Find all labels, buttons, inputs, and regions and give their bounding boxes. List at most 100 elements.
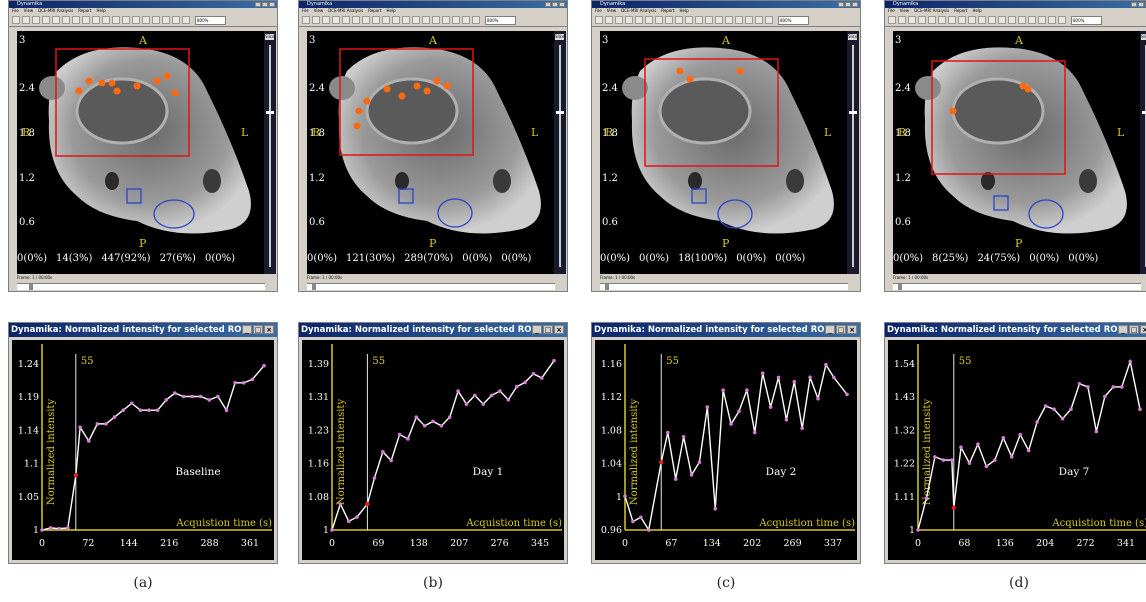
mri-image-view[interactable]: 3 2.4 1.8 1.2 0.6 A P R L 0(0%) 14(3%) 447(92%) 27(6… xyxy=(17,31,265,274)
toolbar-tool-icon[interactable] xyxy=(132,16,140,24)
toolbar-tool-icon[interactable] xyxy=(302,16,310,24)
toolbar-tool-icon[interactable] xyxy=(928,16,936,24)
menu-item[interactable]: DCE-MRI Analysis xyxy=(38,8,74,13)
toolbar-tool-icon[interactable] xyxy=(635,16,643,24)
viewer-titlebar[interactable]: Dynamika xyxy=(592,1,860,8)
toolbar-tool-icon[interactable] xyxy=(172,16,180,24)
menu-item[interactable]: Report xyxy=(368,8,382,13)
menu-item[interactable]: Help xyxy=(96,8,106,13)
slice-thumb[interactable] xyxy=(849,111,857,114)
toolbar-tool-icon[interactable] xyxy=(1008,16,1016,24)
zoom-select[interactable]: 800% xyxy=(485,15,516,25)
minimize-button[interactable]: _ xyxy=(242,325,252,334)
toolbar-tool-icon[interactable] xyxy=(432,16,440,24)
toolbar-tool-icon[interactable] xyxy=(122,16,130,24)
minimize-button[interactable] xyxy=(838,2,844,7)
toolbar-tool-icon[interactable] xyxy=(182,16,190,24)
toolbar-tool-icon[interactable] xyxy=(72,16,80,24)
toolbar-tool-icon[interactable] xyxy=(42,16,50,24)
toolbar-tool-icon[interactable] xyxy=(978,16,986,24)
minimize-button[interactable]: _ xyxy=(532,325,542,334)
toolbar-tool-icon[interactable] xyxy=(162,16,170,24)
maximize-button[interactable] xyxy=(1138,2,1144,7)
menu-item[interactable]: View xyxy=(313,8,324,13)
toolbar-tool-icon[interactable] xyxy=(918,16,926,24)
menu-item[interactable]: View xyxy=(23,8,34,13)
toolbar-tool-icon[interactable] xyxy=(675,16,683,24)
toolbar-tool-icon[interactable] xyxy=(685,16,693,24)
toolbar-tool-icon[interactable] xyxy=(462,16,470,24)
toolbar-tool-icon[interactable] xyxy=(22,16,30,24)
toolbar-tool-icon[interactable] xyxy=(595,16,603,24)
toolbar-tool-icon[interactable] xyxy=(142,16,150,24)
toolbar-tool-icon[interactable] xyxy=(362,16,370,24)
toolbar-tool-icon[interactable] xyxy=(112,16,120,24)
toolbar-tool-icon[interactable] xyxy=(52,16,60,24)
menu-item[interactable]: View xyxy=(899,8,910,13)
menu-item[interactable]: Help xyxy=(386,8,396,13)
plot-titlebar[interactable]: Dynamika: Normalized intensity for selec… xyxy=(592,323,860,337)
minimize-button[interactable] xyxy=(545,2,551,7)
toolbar-tool-icon[interactable] xyxy=(755,16,763,24)
close-button[interactable]: × xyxy=(1140,325,1146,334)
close-button[interactable]: × xyxy=(264,325,274,334)
toolbar-tool-icon[interactable] xyxy=(645,16,653,24)
toolbar-tool-icon[interactable] xyxy=(948,16,956,24)
toolbar-tool-icon[interactable] xyxy=(615,16,623,24)
minimize-button[interactable] xyxy=(255,2,261,7)
plot-titlebar[interactable]: Dynamika: Normalized intensity for selec… xyxy=(9,323,277,337)
toolbar-tool-icon[interactable] xyxy=(605,16,613,24)
menu-item[interactable]: DCE-MRI Analysis xyxy=(328,8,364,13)
frame-slider[interactable] xyxy=(893,283,1141,290)
toolbar-tool-icon[interactable] xyxy=(372,16,380,24)
slice-slider[interactable]: Slice 1 xyxy=(554,31,566,274)
toolbar-tool-icon[interactable] xyxy=(1058,16,1066,24)
toolbar-tool-icon[interactable] xyxy=(725,16,733,24)
minimize-button[interactable]: _ xyxy=(825,325,835,334)
menu-item[interactable]: File xyxy=(888,8,895,13)
frame-slider[interactable] xyxy=(17,283,265,290)
frame-slider-thumb[interactable] xyxy=(605,284,609,290)
menu-item[interactable]: Report xyxy=(661,8,675,13)
mri-image-view[interactable]: 3 2.4 1.8 1.2 0.6 A P R L 0(0%) 0(0%) 18(100%) 0(0%)… xyxy=(600,31,848,274)
toolbar-tool-icon[interactable] xyxy=(322,16,330,24)
close-button[interactable] xyxy=(559,2,565,7)
toolbar-tool-icon[interactable] xyxy=(382,16,390,24)
toolbar-tool-icon[interactable] xyxy=(422,16,430,24)
frame-slider[interactable] xyxy=(307,283,555,290)
slice-thumb[interactable] xyxy=(266,111,274,114)
viewer-titlebar[interactable]: Dynamika xyxy=(9,1,277,8)
menu-item[interactable]: Help xyxy=(679,8,689,13)
close-button[interactable] xyxy=(852,2,858,7)
close-button[interactable]: × xyxy=(554,325,564,334)
slice-slider[interactable]: Slice 1 xyxy=(1140,31,1146,274)
toolbar-tool-icon[interactable] xyxy=(1048,16,1056,24)
toolbar-tool-icon[interactable] xyxy=(968,16,976,24)
toolbar-tool-icon[interactable] xyxy=(92,16,100,24)
menu-item[interactable]: View xyxy=(606,8,617,13)
maximize-button[interactable] xyxy=(262,2,268,7)
menu-item[interactable]: Report xyxy=(78,8,92,13)
toolbar-tool-icon[interactable] xyxy=(695,16,703,24)
toolbar-tool-icon[interactable] xyxy=(938,16,946,24)
toolbar-tool-icon[interactable] xyxy=(765,16,773,24)
menu-item[interactable]: Help xyxy=(972,8,982,13)
toolbar-tool-icon[interactable] xyxy=(745,16,753,24)
minimize-button[interactable] xyxy=(1131,2,1137,7)
close-button[interactable]: × xyxy=(847,325,857,334)
mri-image-view[interactable]: 3 2.4 1.8 1.2 0.6 A P R L 0(0%) 8(25%) 24(75%) 0(0%)… xyxy=(893,31,1141,274)
plot-titlebar[interactable]: Dynamika: Normalized intensity for selec… xyxy=(885,323,1146,337)
toolbar-tool-icon[interactable] xyxy=(32,16,40,24)
menu-item[interactable]: DCE-MRI Analysis xyxy=(621,8,657,13)
toolbar-tool-icon[interactable] xyxy=(62,16,70,24)
toolbar-tool-icon[interactable] xyxy=(352,16,360,24)
toolbar-tool-icon[interactable] xyxy=(442,16,450,24)
menu-item[interactable]: DCE-MRI Analysis xyxy=(914,8,950,13)
maximize-button[interactable] xyxy=(552,2,558,7)
toolbar-tool-icon[interactable] xyxy=(735,16,743,24)
toolbar-tool-icon[interactable] xyxy=(898,16,906,24)
menu-item[interactable]: Report xyxy=(954,8,968,13)
toolbar-tool-icon[interactable] xyxy=(715,16,723,24)
toolbar-tool-icon[interactable] xyxy=(1038,16,1046,24)
viewer-titlebar[interactable]: Dynamika xyxy=(885,1,1146,8)
